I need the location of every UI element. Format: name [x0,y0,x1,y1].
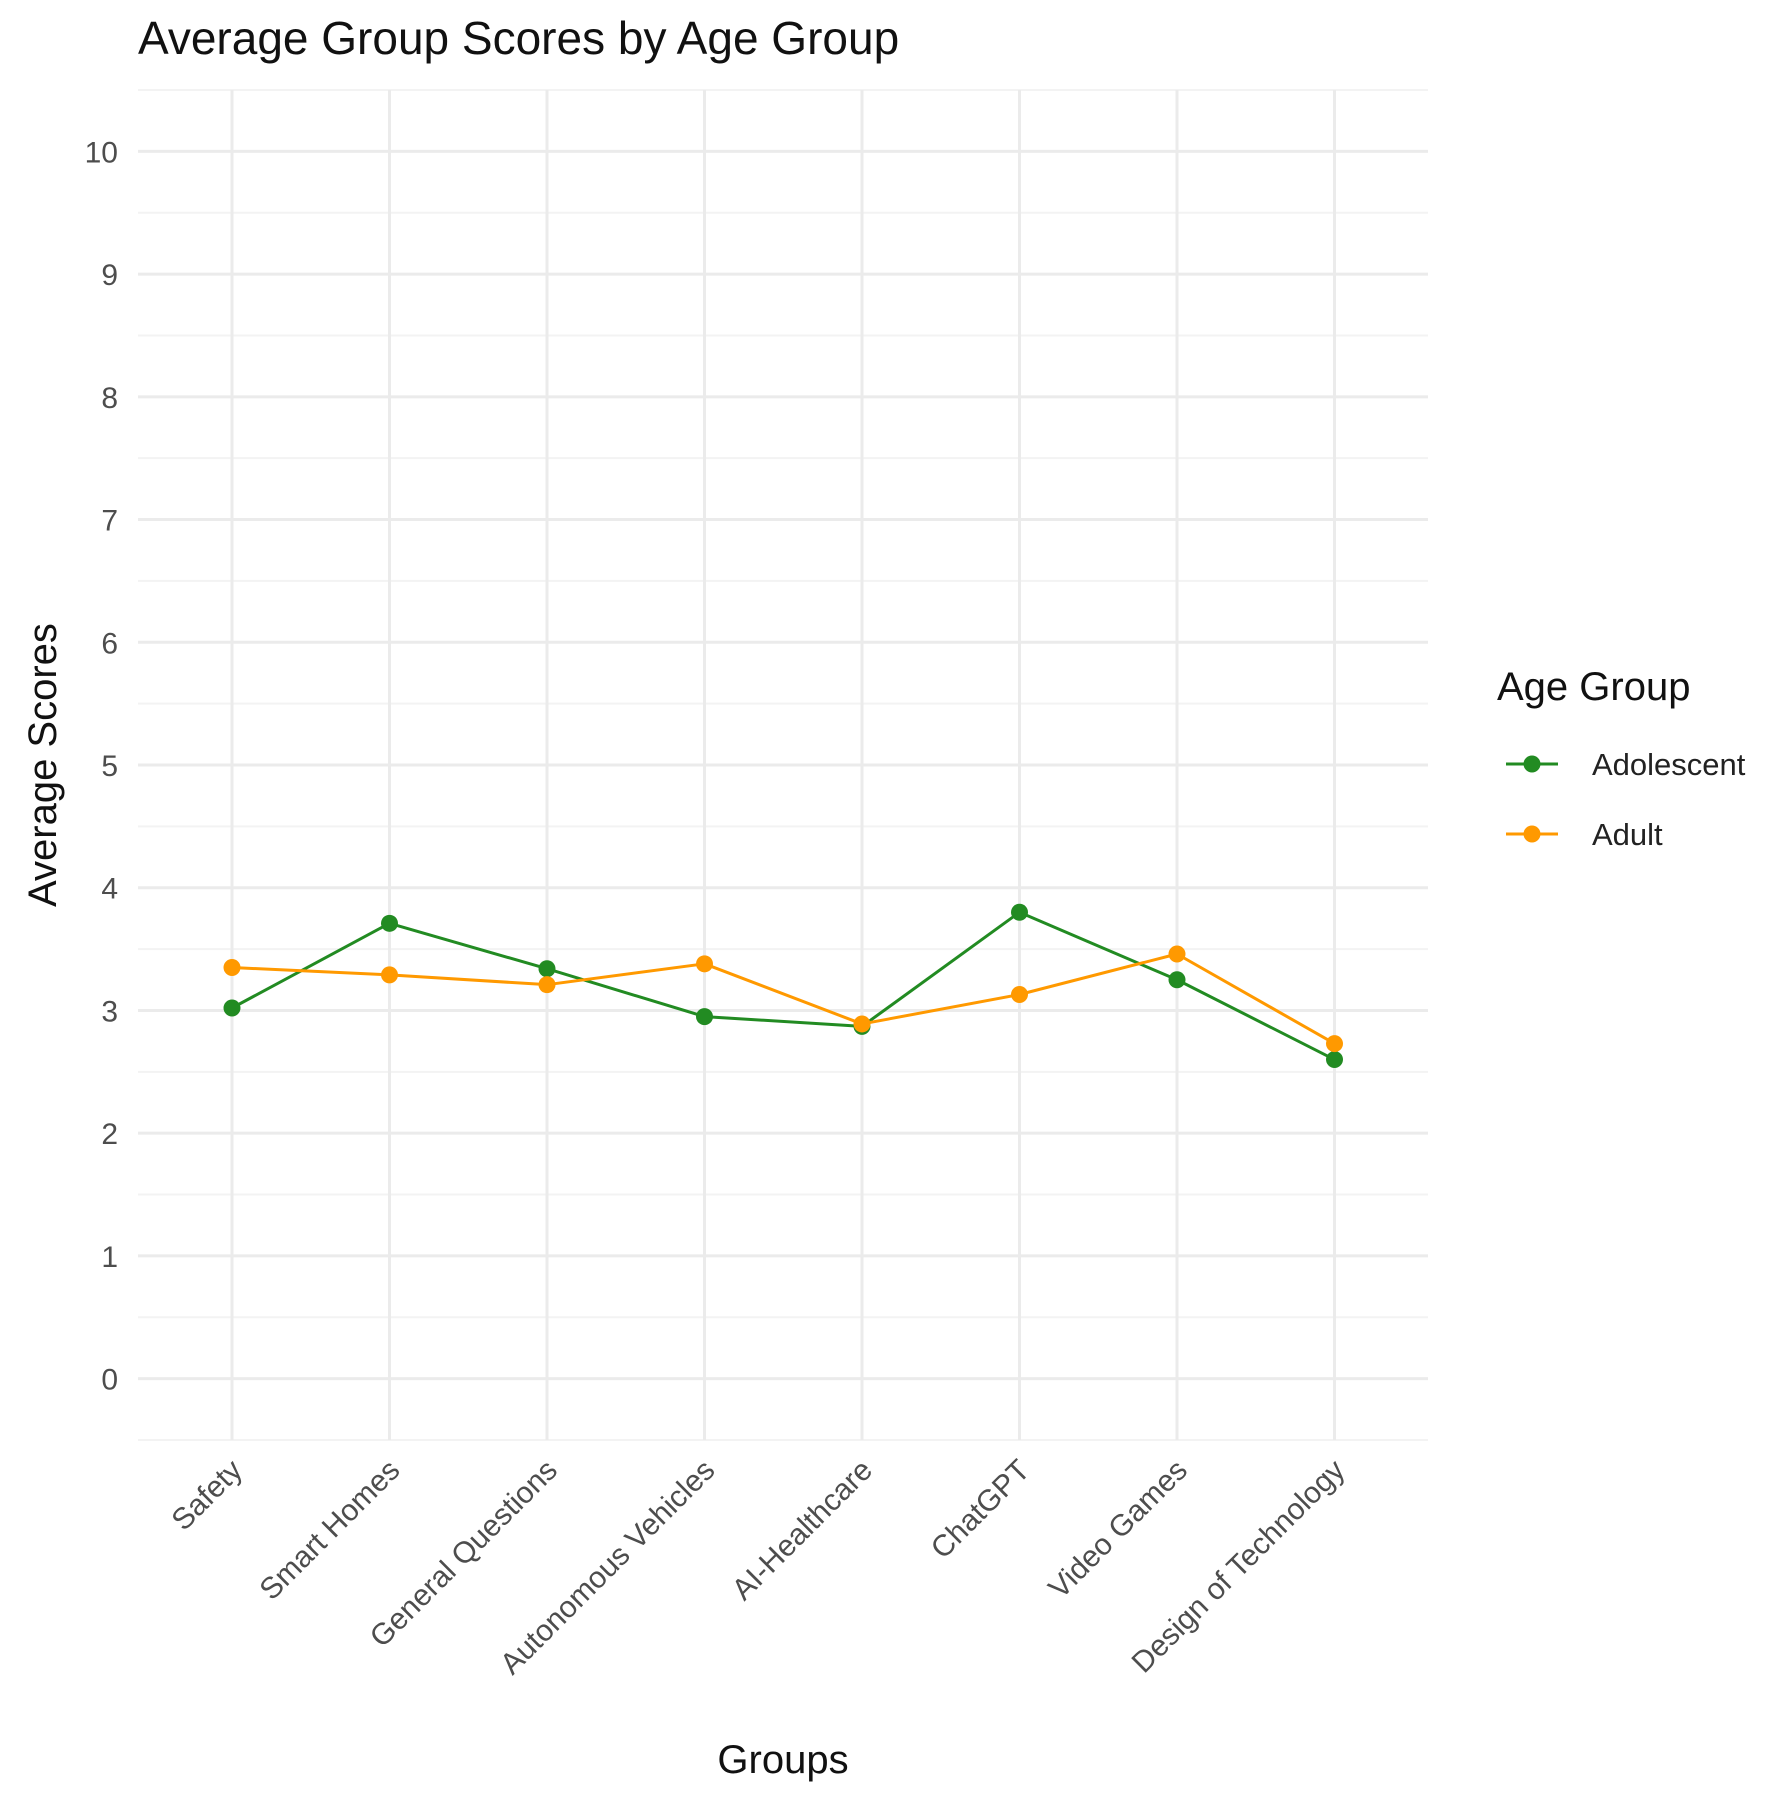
legend-item-adolescent: Adolescent [1506,747,1746,782]
series-layer [223,903,1343,1069]
legend: Age Group Adolescent Adult [1497,665,1746,852]
y-tick-label: 2 [101,1118,118,1151]
data-point-adult [1011,986,1028,1003]
chart-title: Average Group Scores by Age Group [138,12,899,64]
legend-label: Adolescent [1592,747,1746,782]
x-tick-label: AI-Healthcare [726,1454,879,1607]
legend-item-adult: Adult [1506,817,1663,852]
y-axis-title: Average Scores [21,623,65,907]
series-line-adolescent [231,910,1336,1061]
data-point-adolescent [538,960,556,978]
data-point-adult [1168,945,1186,963]
data-point-adult [538,976,556,994]
y-tick-label: 1 [101,1241,118,1274]
grid-layer [138,89,1428,1441]
y-axis-ticks: 0 1 2 3 4 5 6 7 8 9 10 [85,136,118,1396]
series-adolescent [223,903,1343,1069]
series-adult [223,945,1343,1053]
data-point-adolescent [1326,1051,1343,1069]
data-point-adolescent [1168,971,1186,989]
x-axis-title: Groups [717,1738,848,1782]
data-point-adult [1326,1035,1343,1053]
legend-key-point [1523,825,1541,843]
x-tick-label: Video Games [1042,1454,1193,1605]
x-tick-label: ChatGPT [925,1454,1037,1566]
y-tick-label: 0 [101,1364,118,1397]
legend-label: Adult [1592,817,1663,852]
y-tick-label: 6 [101,627,118,660]
y-tick-label: 7 [101,505,118,538]
data-point-adult [381,966,398,984]
data-point-adolescent [381,914,398,932]
data-point-adult [853,1015,871,1033]
x-tick-label: Smart Homes [253,1454,406,1607]
data-point-adolescent [1011,903,1028,921]
y-tick-label: 10 [85,136,118,169]
y-tick-label: 8 [101,382,118,415]
x-tick-label: Safety [165,1454,248,1537]
legend-key-point [1523,755,1541,773]
data-point-adult [696,955,713,973]
series-line-adult [231,952,1336,1045]
y-tick-label: 4 [101,873,118,906]
data-point-adolescent [223,999,241,1017]
data-point-adult [223,959,241,976]
y-tick-label: 5 [101,750,118,783]
y-tick-label: 3 [101,995,118,1028]
data-point-adolescent [696,1008,713,1026]
legend-title: Age Group [1497,665,1690,709]
y-tick-label: 9 [101,259,118,292]
